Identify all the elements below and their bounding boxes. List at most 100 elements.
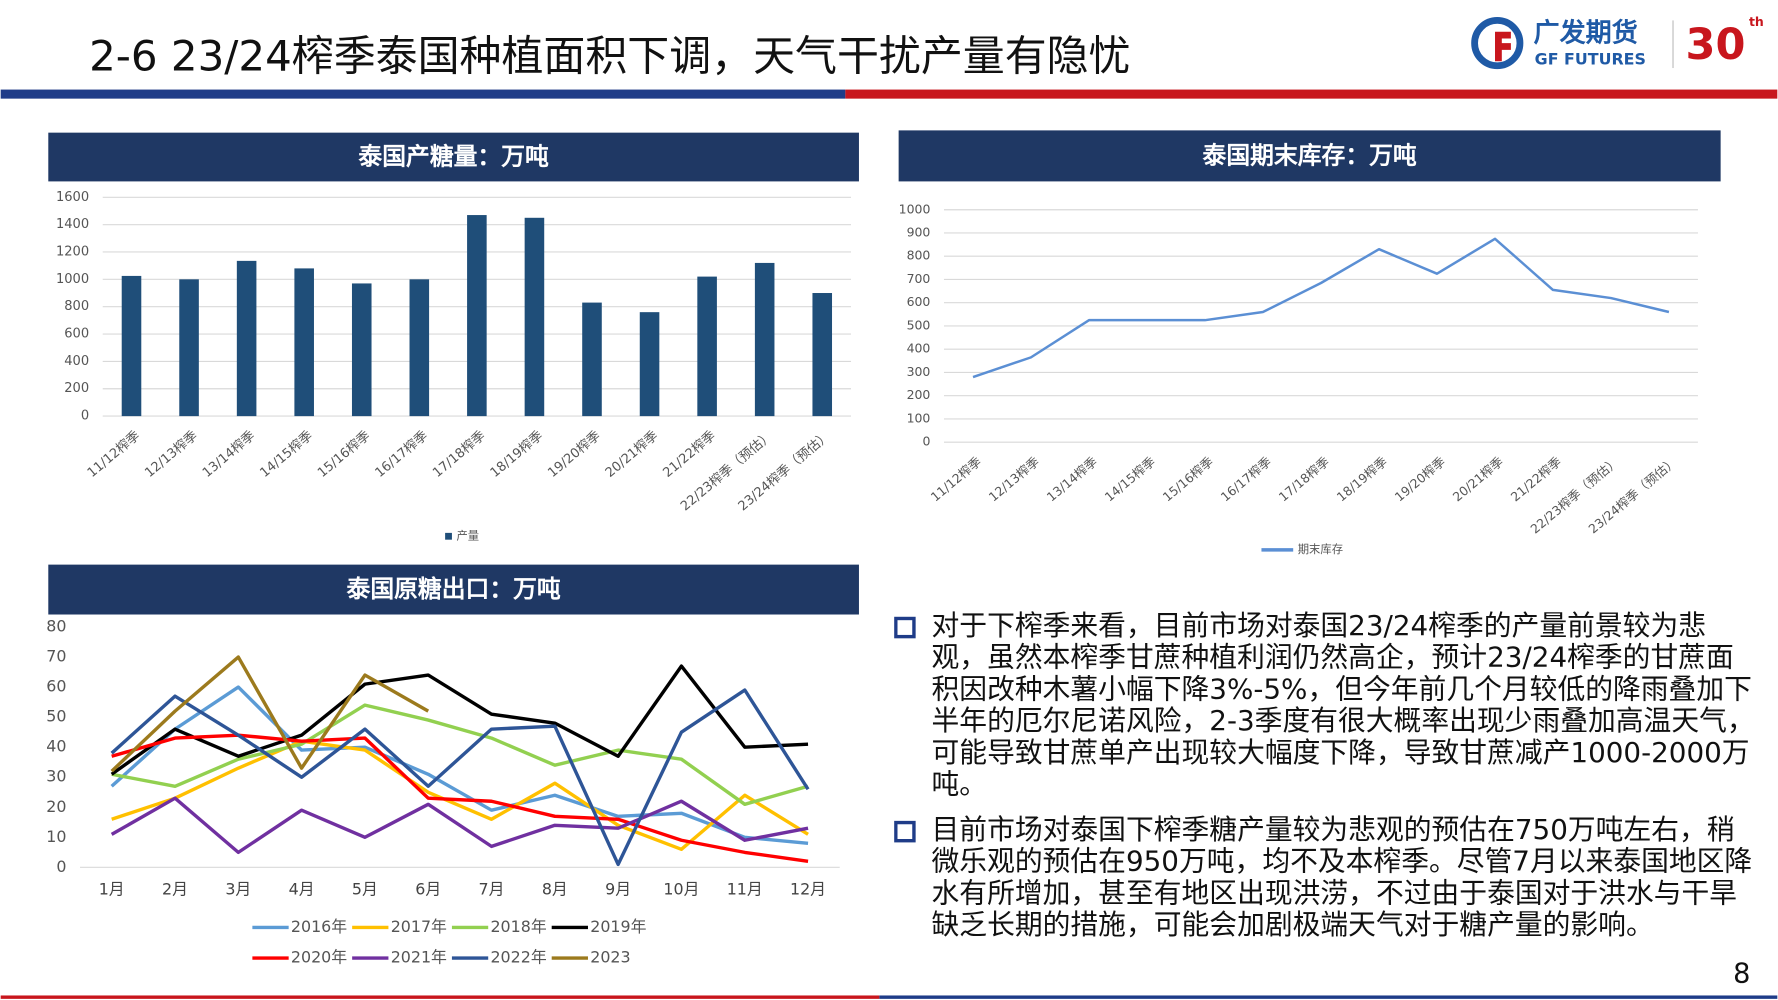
chart-header: [48, 564, 859, 615]
bullet-icon: [894, 820, 916, 843]
slide-title: 2-6 23/24榨季泰国种植面积下调，天气干扰产量有隐忧: [89, 31, 1130, 80]
x-tick-label: 22/23榨季（预估）: [677, 428, 776, 515]
x-tick-label: 17/18榨季: [1276, 454, 1332, 505]
y-tick-label: 100: [907, 410, 931, 425]
bullet-area: 对于下榨季来看，目前市场对泰国23/24榨季的产量前景较为悲观，虽然本榨季甘蔗种…: [894, 610, 1756, 942]
page-number: 8: [1733, 959, 1750, 990]
legend-label: 2023: [590, 948, 630, 967]
x-tick-label: 8月: [542, 880, 568, 899]
legend-label: 2022年: [490, 948, 546, 967]
bar: [351, 283, 372, 417]
logo-name: 广发期货: [1534, 18, 1638, 49]
y-tick-label: 1600: [56, 190, 89, 205]
x-tick-label: 11/12榨季: [928, 454, 984, 505]
logo-f: [1495, 31, 1511, 62]
y-tick-label: 0: [922, 434, 930, 449]
line-series: [111, 739, 809, 852]
x-tick-label: 12月: [790, 880, 826, 899]
legend-label: 2018年: [490, 917, 546, 936]
chart-title: 泰国原糖出口：万吨: [347, 575, 561, 603]
x-tick-label: 10月: [663, 880, 699, 899]
y-tick-label: 80: [46, 616, 66, 635]
bar: [236, 260, 257, 417]
x-tick-label: 16/17榨季: [1218, 454, 1274, 505]
y-tick-label: 800: [907, 248, 931, 263]
x-tick-label: 12/13榨季: [142, 428, 201, 481]
header-bar-blue: [0, 89, 846, 99]
y-tick-label: 900: [907, 224, 931, 239]
x-tick-label: 16/17榨季: [372, 428, 431, 481]
x-tick-label: 14/15榨季: [1102, 454, 1158, 505]
logo-suffix: th: [1749, 14, 1764, 29]
legend-label: 期末库存: [1298, 542, 1343, 556]
line-series: [110, 664, 809, 776]
y-tick-label: 1200: [56, 244, 89, 259]
x-tick-label: 15/16榨季: [1160, 454, 1216, 505]
y-tick-label: 600: [907, 294, 931, 309]
bar: [754, 262, 775, 417]
x-tick-label: 20/21榨季: [602, 428, 661, 481]
x-tick-label: 5月: [352, 880, 378, 899]
x-tick-label: 3月: [225, 880, 251, 899]
bar: [812, 293, 833, 417]
x-tick-label: 9月: [605, 880, 631, 899]
bar: [639, 312, 660, 417]
y-tick-label: 700: [907, 271, 931, 286]
y-tick-label: 20: [46, 797, 66, 816]
legend-label: 2016年: [291, 917, 347, 936]
bar: [179, 279, 199, 417]
line-series: [110, 796, 809, 855]
y-tick-label: 200: [64, 381, 89, 396]
y-tick-label: 50: [46, 707, 66, 726]
logo: 广发期货 GF FUTURES 30 th: [1471, 14, 1764, 70]
logo-anniv: 30: [1685, 20, 1745, 70]
x-tick-label: 7月: [479, 880, 505, 899]
x-tick-label: 14/15榨季: [257, 428, 316, 481]
x-tick-label: 1月: [99, 880, 125, 899]
bar: [697, 276, 717, 417]
line-series: [111, 703, 809, 807]
x-tick-label: 17/18榨季: [430, 428, 489, 481]
legend-swatch: [445, 532, 452, 540]
y-tick-label: 0: [81, 409, 89, 424]
legend-label: 2021年: [391, 948, 447, 967]
x-tick-label: 21/22榨季: [660, 428, 719, 481]
footer-bar-blue: [879, 995, 1778, 999]
x-tick-label: 12/13榨季: [986, 454, 1042, 505]
y-tick-label: 400: [907, 341, 931, 356]
legend-label: 2020年: [291, 948, 347, 967]
bar: [409, 279, 430, 417]
legend-label: 产量: [456, 528, 479, 542]
x-tick-label: 11/12榨季: [84, 428, 143, 481]
bullet: 目前市场对泰国下榨季糖产量较为悲观的预估在750万吨左右，稍微乐观的预估在950…: [894, 812, 1756, 942]
bullet-icon: [894, 616, 916, 639]
line-series: [111, 733, 809, 864]
bullet: 对于下榨季来看，目前市场对泰国23/24榨季的产量前景较为悲观，虽然本榨季甘蔗种…: [894, 610, 1756, 800]
chart-header: [898, 130, 1721, 182]
y-tick-label: 70: [46, 647, 66, 666]
logo-ring: [1471, 17, 1524, 70]
y-tick-label: 800: [64, 299, 89, 314]
bullet-text: 目前市场对泰国下榨季糖产量较为悲观的预估在750万吨左右，稍微乐观的预估在950…: [931, 812, 1753, 942]
y-tick-label: 400: [64, 354, 89, 369]
x-tick-label: 23/24榨季（预估）: [735, 428, 834, 515]
bullet-text: 对于下榨季来看，目前市场对泰国23/24榨季的产量前景较为悲观，虽然本榨季甘蔗种…: [931, 609, 1755, 801]
line-series: [972, 237, 1670, 379]
x-tick-label: 19/20榨季: [545, 428, 604, 481]
x-tick-label: 18/19榨季: [487, 428, 546, 481]
x-tick-label: 21/22榨季: [1508, 454, 1564, 505]
x-tick-label: 2月: [162, 880, 188, 899]
x-tick-label: 15/16榨季: [314, 428, 373, 481]
bar: [121, 275, 142, 417]
y-tick-label: 1000: [899, 201, 931, 216]
chart-title: 泰国产糖量：万吨: [358, 143, 549, 171]
chart-header: [48, 132, 859, 182]
y-tick-label: 30: [46, 767, 66, 786]
y-tick-label: 1000: [56, 272, 89, 287]
y-tick-label: 10: [46, 827, 66, 846]
x-tick-label: 13/14榨季: [1044, 454, 1100, 505]
y-tick-label: 1400: [56, 217, 89, 232]
logo-en: GF FUTURES: [1535, 50, 1646, 69]
y-tick-label: 60: [46, 677, 66, 696]
